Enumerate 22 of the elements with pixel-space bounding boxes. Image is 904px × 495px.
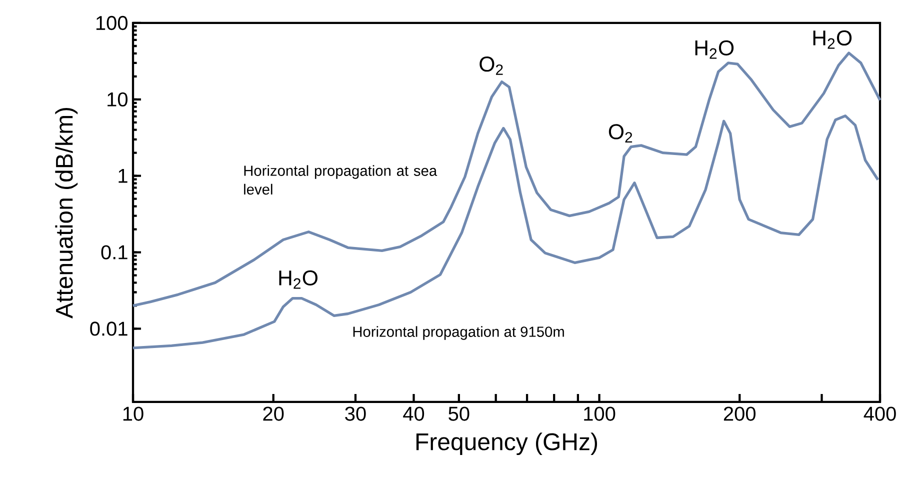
annotation: O$_{2}$ xyxy=(608,124,632,143)
y-tick-label: 0.01 xyxy=(90,322,128,336)
x-tick-label: 30 xyxy=(345,406,366,421)
x-tick-label: 40 xyxy=(403,406,424,421)
y-tick-label: 0.1 xyxy=(101,245,128,260)
x-tick-label: 10 xyxy=(123,406,144,421)
x-axis-title: Frequency (GHz) xyxy=(416,432,598,456)
y-tick-label: 10 xyxy=(108,92,128,106)
x-tick-label: 50 xyxy=(448,406,470,421)
x-tick-label: 400 xyxy=(864,406,896,421)
series-label: Horizontal propagation at 9150m xyxy=(353,326,564,340)
x-tick-label: 20 xyxy=(263,406,284,421)
y-axis-title: Attenuation (dB/km) xyxy=(55,108,78,318)
y-tick-label: 100 xyxy=(96,16,128,30)
annotation: H$_{2}$O xyxy=(813,30,852,49)
annotation: H$_{2}$O xyxy=(695,40,734,59)
x-tick-label: 200 xyxy=(724,406,756,421)
y-tick-label: 1 xyxy=(118,168,128,183)
x-tick-label: 100 xyxy=(584,406,616,421)
annotation: O$_{2}$ xyxy=(480,56,503,75)
annotation: H$_{2}$O xyxy=(279,270,318,289)
series-label: Horizontal propagation at sea level xyxy=(244,165,438,195)
